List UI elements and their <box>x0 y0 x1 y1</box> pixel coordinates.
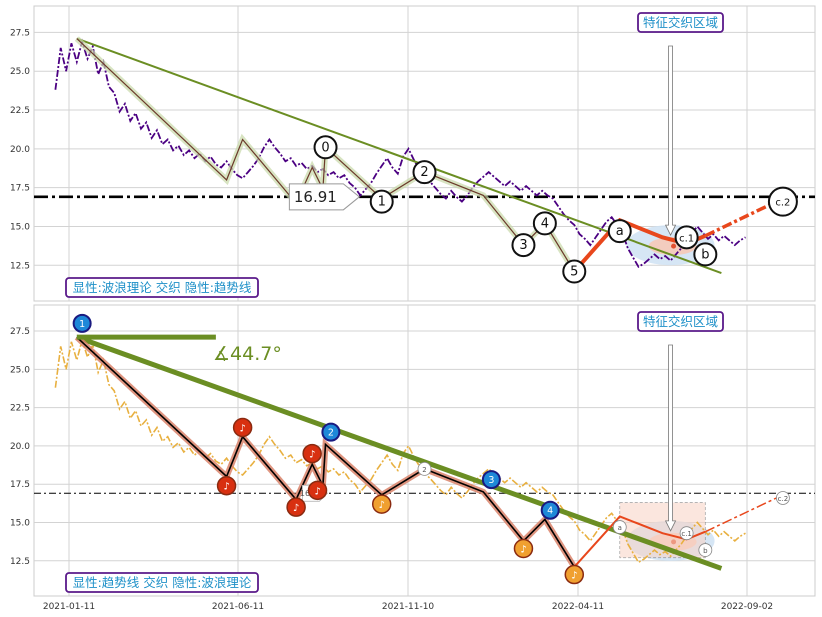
wave-marker <box>412 160 437 185</box>
panel-bottom: 12.5 15.0 17.5 20.0 22.5 25.0 27.5 特征交织区域显性:趋势线… <box>10 304 816 612</box>
wave-marker-label: 3 <box>519 238 527 253</box>
zone-arrow <box>664 344 677 532</box>
wave-marker <box>532 211 557 236</box>
price-line <box>54 337 746 564</box>
wave-marker <box>776 491 790 505</box>
note-marker-glyph: ♪ <box>314 486 320 497</box>
x-tick-label: 2022-04-11 <box>552 602 604 612</box>
mode-label: 显性:趋势线 交织 隐性:波浪理论 <box>73 575 252 590</box>
wave-badge <box>72 313 92 333</box>
wave-marker-label: a <box>616 224 624 239</box>
wave-badge-label: 1 <box>79 319 85 330</box>
support-value-tag <box>288 183 361 211</box>
wave-marker-label: c.2 <box>775 198 790 209</box>
wave-marker-label: b <box>703 547 708 555</box>
wave-badge-label: 4 <box>547 506 553 517</box>
wave-marker-label: c.1 <box>679 233 694 244</box>
y-tick-label: 12.5 <box>10 261 30 271</box>
wave-marker <box>679 526 694 541</box>
wave-marker <box>674 225 699 250</box>
wave-badge <box>321 422 341 442</box>
wave-marker <box>607 219 632 244</box>
support-value-label: 16.91 <box>294 188 337 206</box>
wave-marker <box>562 259 587 284</box>
x-tick-label: 2021-06-11 <box>212 602 264 612</box>
zone-title-box <box>637 311 724 332</box>
zone-arrow <box>664 45 677 236</box>
y-tick-label: 27.5 <box>10 28 30 38</box>
wave-marker-label: a <box>618 524 622 532</box>
x-tick-label: 2021-11-10 <box>382 602 435 612</box>
wave-marker-label: c.1 <box>681 530 692 538</box>
note-marker-glyph: ♪ <box>571 571 577 582</box>
mode-label-box <box>65 277 259 298</box>
note-marker-glyph: ♪ <box>223 482 229 493</box>
mode-label-box <box>65 572 259 593</box>
note-marker <box>564 564 585 585</box>
interaction-zone-center <box>671 243 677 249</box>
zone-title: 特征交织区域 <box>643 15 718 30</box>
price-line <box>54 38 746 269</box>
wave-marker <box>698 543 713 557</box>
note-marker <box>307 480 328 501</box>
wave-marker-label: 1 <box>378 195 386 210</box>
wave-marker-label: 2 <box>420 165 428 180</box>
y-tick-label: 17.5 <box>10 184 30 194</box>
y-tick-label: 15.0 <box>10 518 30 528</box>
y-tick-label: 27.5 <box>10 327 30 337</box>
corrective-path <box>573 515 706 568</box>
mode-label: 显性:波浪理论 交织 隐性:趋势线 <box>73 280 252 295</box>
wave-badge <box>481 470 501 490</box>
wave-marker <box>693 242 718 267</box>
note-marker <box>232 417 253 438</box>
wave-badge <box>540 500 560 520</box>
y-tick-label: 20.0 <box>10 442 30 452</box>
y-tick-label: 22.5 <box>10 404 30 414</box>
y-tick-label: 22.5 <box>10 106 30 116</box>
wave-marker <box>612 520 627 534</box>
y-tick-label: 15.0 <box>10 222 30 232</box>
wave-badge-label: 2 <box>328 428 334 439</box>
panel-top: 12.5 15.0 17.5 20.0 22.5 25.0 27.5 特征交织区域显性:波浪理… <box>10 5 816 302</box>
wave-marker <box>511 233 536 258</box>
y-tick-label: 12.5 <box>10 557 30 567</box>
wave-marker <box>369 189 394 214</box>
zone-title-box <box>637 12 724 33</box>
zone-title: 特征交织区域 <box>643 314 718 329</box>
angle-label: ∡44.7° <box>213 343 282 365</box>
note-marker <box>216 475 237 496</box>
x-tick-label: 2022-09-02 <box>721 602 773 612</box>
wave-badge-label: 3 <box>488 475 494 486</box>
wave-marker-label: c.2 <box>778 495 789 503</box>
note-marker <box>513 538 534 559</box>
note-marker <box>371 494 392 514</box>
y-tick-label: 25.0 <box>10 67 30 77</box>
wave-marker-label: 5 <box>570 265 578 280</box>
x-tick-label: 2021-01-11 <box>43 602 95 612</box>
wave-marker-label: 2 <box>422 466 426 474</box>
note-marker-glyph: ♪ <box>293 503 299 514</box>
wave-marker <box>767 186 798 217</box>
wave-marker <box>313 135 338 160</box>
wave-marker-label: b <box>701 247 709 262</box>
y-tick-label: 25.0 <box>10 365 30 375</box>
wave-marker-label: 4 <box>541 216 549 231</box>
note-marker-glyph: ♪ <box>520 545 526 556</box>
y-tick-label: 17.5 <box>10 480 30 490</box>
y-tick-label: 20.0 <box>10 145 30 155</box>
projection-path <box>705 494 784 533</box>
note-marker <box>286 497 306 517</box>
note-marker-glyph: ♪ <box>379 500 385 511</box>
note-marker <box>302 443 322 464</box>
note-marker-glyph: ♪ <box>239 424 245 435</box>
wave-marker <box>417 461 432 476</box>
note-marker-glyph: ♪ <box>309 450 315 461</box>
wave-marker-label: 0 <box>321 140 329 155</box>
